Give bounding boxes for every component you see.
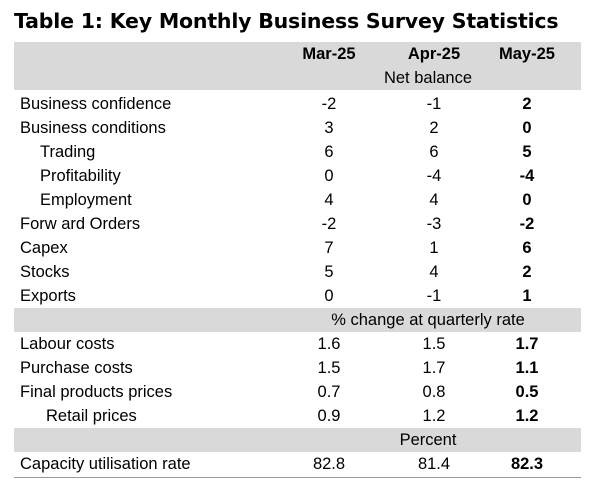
table-row: Capacity utilisation rate 82.8 81.4 82.3 [14, 452, 581, 476]
cell-may-25: 1 [522, 287, 532, 305]
cell-may-25: 5 [522, 143, 532, 161]
column-header-apr-25: Apr-25 [407, 45, 461, 63]
cell-apr-25: 81.4 [417, 455, 451, 473]
row-label: Retail prices [46, 407, 137, 425]
cell-apr-25: 1.7 [422, 359, 446, 377]
table-row: Business conditions 3 2 0 [14, 116, 581, 140]
table-title: Table 1: Key Monthly Business Survey Sta… [14, 9, 559, 33]
cell-mar-25: 82.8 [312, 455, 346, 473]
cell-may-25: -2 [519, 215, 535, 233]
cell-apr-25: -3 [426, 215, 442, 233]
cell-apr-25: 1.5 [422, 335, 446, 353]
section-unit-quarterly-rate: % change at quarterly rate [331, 311, 525, 329]
cell-mar-25: 4 [324, 191, 334, 209]
cell-may-25: 0 [522, 119, 532, 137]
section-unit-net-balance: Net balance [383, 69, 473, 87]
cell-mar-25: 7 [324, 239, 334, 257]
cell-apr-25: 4 [429, 263, 439, 281]
table-header: Mar-25 Apr-25 May-25 Net balance [14, 42, 581, 90]
cell-apr-25: 6 [429, 143, 439, 161]
cell-mar-25: -2 [321, 95, 337, 113]
cell-apr-25: -4 [426, 167, 442, 185]
row-label: Stocks [20, 263, 70, 281]
cell-may-25: 0 [522, 191, 532, 209]
table-row: Final products prices 0.7 0.8 0.5 [14, 380, 581, 404]
cell-may-25: 1.1 [515, 359, 539, 377]
cell-apr-25: 2 [429, 119, 439, 137]
cell-may-25: 82.3 [510, 455, 544, 473]
cell-mar-25: 3 [324, 119, 334, 137]
row-label: Business confidence [20, 95, 172, 113]
column-header-mar-25: Mar-25 [302, 45, 356, 63]
cell-may-25: -4 [519, 167, 535, 185]
row-label: Purchase costs [20, 359, 133, 377]
table-row: Employment 4 4 0 [14, 188, 581, 212]
cell-may-25: 1.2 [515, 407, 539, 425]
cell-may-25: 0.5 [515, 383, 539, 401]
row-label: Labour costs [20, 335, 115, 353]
cell-may-25: 2 [522, 95, 532, 113]
cell-mar-25: 0 [324, 287, 334, 305]
section-band: Percent [14, 428, 581, 452]
table-row: Exports 0 -1 1 [14, 284, 581, 308]
row-label: Capex [20, 239, 68, 257]
row-label: Trading [40, 143, 96, 161]
row-label: Profitability [40, 167, 121, 185]
cell-apr-25: -1 [426, 95, 442, 113]
table-bottom-rule [14, 477, 581, 478]
cell-mar-25: 1.6 [317, 335, 341, 353]
cell-mar-25: 6 [324, 143, 334, 161]
row-label: Business conditions [20, 119, 166, 137]
cell-may-25: 1.7 [515, 335, 539, 353]
cell-mar-25: 5 [324, 263, 334, 281]
table-row: Labour costs 1.6 1.5 1.7 [14, 332, 581, 356]
cell-apr-25: 1.2 [422, 407, 446, 425]
table-row: Capex 7 1 6 [14, 236, 581, 260]
cell-apr-25: -1 [426, 287, 442, 305]
cell-apr-25: 1 [429, 239, 439, 257]
row-label: Employment [40, 191, 132, 209]
cell-apr-25: 0.8 [422, 383, 446, 401]
row-label: Forw ard Orders [20, 215, 141, 233]
section-band: % change at quarterly rate [14, 308, 581, 332]
row-label: Exports [20, 287, 76, 305]
cell-mar-25: 1.5 [317, 359, 341, 377]
table-row: Stocks 5 4 2 [14, 260, 581, 284]
row-label: Final products prices [20, 383, 173, 401]
table-row: Purchase costs 1.5 1.7 1.1 [14, 356, 581, 380]
cell-mar-25: 0.9 [317, 407, 341, 425]
cell-mar-25: 0.7 [317, 383, 341, 401]
table-row: Forw ard Orders -2 -3 -2 [14, 212, 581, 236]
table-row: Trading 6 6 5 [14, 140, 581, 164]
column-header-may-25: May-25 [499, 45, 555, 63]
cell-may-25: 6 [522, 239, 532, 257]
table-row: Business confidence -2 -1 2 [14, 92, 581, 116]
table-row: Retail prices 0.9 1.2 1.2 [14, 404, 581, 428]
cell-may-25: 2 [522, 263, 532, 281]
row-label: Capacity utilisation rate [20, 455, 191, 473]
cell-apr-25: 4 [429, 191, 439, 209]
table-row: Profitability 0 -4 -4 [14, 164, 581, 188]
section-unit-percent: Percent [399, 431, 457, 449]
cell-mar-25: 0 [324, 167, 334, 185]
cell-mar-25: -2 [321, 215, 337, 233]
